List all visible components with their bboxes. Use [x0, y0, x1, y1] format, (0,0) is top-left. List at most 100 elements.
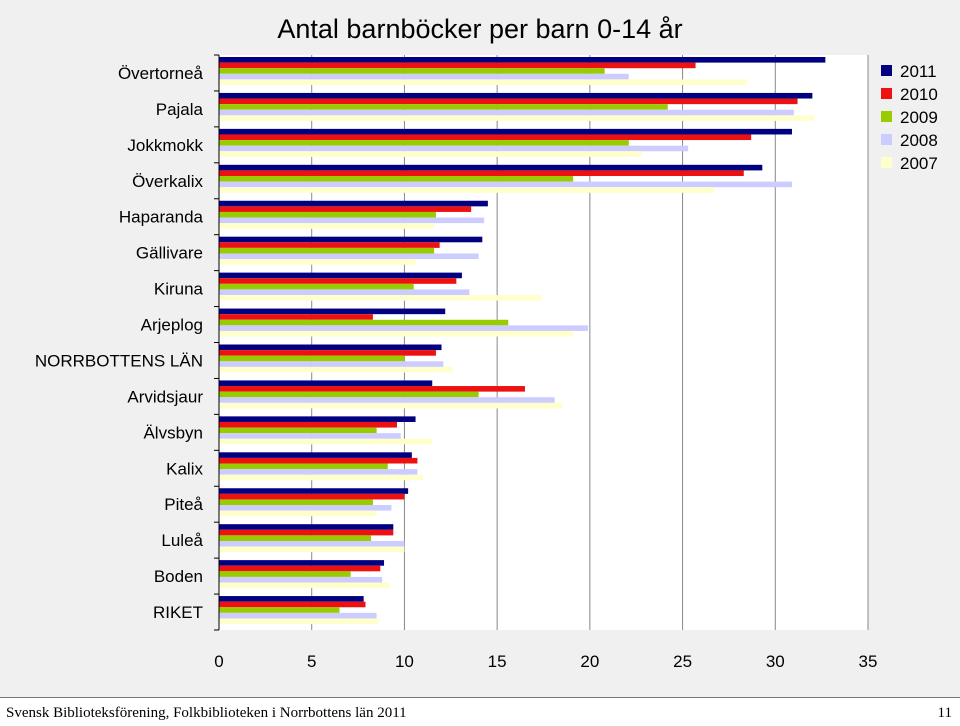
bar-2007: [219, 187, 715, 193]
bar-2007: [219, 366, 453, 373]
bar-2010: [219, 98, 798, 105]
chart-title: Antal barnböcker per barn 0-14 år: [277, 14, 682, 44]
bar-2007: [219, 151, 642, 157]
bar-2010: [219, 170, 744, 177]
bar-2009: [219, 499, 373, 506]
chart-slide: Övertorneå Pajala Jokkmokk Överkalix Haparan…: [0, 0, 960, 697]
category-label: Övertorneå: [118, 64, 204, 83]
bar-2008: [219, 612, 377, 619]
footer-text: Svensk Biblioteksförening, Folkbibliotek…: [6, 705, 407, 721]
bar-2008: [219, 289, 470, 296]
category-label: Piteå: [164, 495, 203, 514]
bar-2007: [219, 582, 390, 589]
bar-2010: [219, 457, 418, 464]
bar-2007: [219, 79, 748, 85]
bar-2007: [219, 510, 377, 517]
legend-swatch: [881, 157, 892, 168]
bar-2011: [219, 236, 483, 243]
x-tick-label: 30: [766, 652, 785, 671]
bar-2011: [219, 380, 433, 387]
x-tick-label: 25: [673, 652, 692, 671]
category-label: Boden: [154, 567, 203, 586]
bar-2011: [219, 344, 442, 351]
bar-2009: [219, 247, 435, 254]
legend-label: 2008: [900, 131, 938, 150]
category-label: Arvidsjaur: [127, 387, 203, 406]
bar-2011: [219, 92, 813, 99]
bar-2011: [219, 560, 385, 566]
bar-2009: [219, 391, 479, 398]
bar-2008: [219, 217, 485, 224]
bar-2011: [219, 128, 792, 135]
bar-2007: [219, 259, 416, 265]
category-label: Haparanda: [119, 208, 204, 227]
bar-2009: [219, 104, 668, 110]
bar-2007: [219, 223, 435, 229]
bar-2008: [219, 145, 689, 152]
category-label: NORRBOTTENS LÄN: [35, 351, 203, 370]
bar-2008: [219, 505, 392, 511]
bar-2009: [219, 140, 629, 146]
bar-2009: [219, 68, 605, 74]
bar-2010: [219, 421, 398, 428]
bar-2011: [219, 57, 826, 63]
bar-2007: [219, 618, 379, 625]
bar-2010: [219, 134, 752, 141]
bar-2007: [219, 115, 815, 121]
bar-2008: [219, 325, 589, 331]
legend-swatch: [881, 65, 892, 76]
legend-label: 2007: [900, 154, 938, 173]
bar-2011: [219, 524, 394, 530]
category-label: Gällivare: [136, 244, 203, 263]
legend-label: 2010: [900, 85, 938, 104]
bar-2010: [219, 314, 373, 320]
category-label: Kalix: [166, 459, 203, 478]
x-tick-label: 10: [395, 652, 414, 671]
bar-2011: [219, 452, 412, 458]
bar-2010: [219, 242, 440, 248]
x-tick-label: 5: [307, 652, 316, 671]
bar-2009: [219, 463, 388, 470]
bar-2010: [219, 206, 472, 212]
category-label: Överkalix: [132, 172, 203, 191]
bar-2007: [219, 402, 563, 409]
bar-2010: [219, 350, 436, 356]
category-label: Älvsbyn: [143, 423, 203, 442]
legend-swatch: [881, 111, 892, 122]
x-tick-label: 0: [214, 652, 223, 671]
page-number: 11: [937, 705, 952, 721]
bar-2008: [219, 253, 479, 260]
bar-2011: [219, 164, 763, 171]
bar-2009: [219, 607, 340, 613]
category-label: Luleå: [161, 531, 203, 550]
category-label: Jokkmokk: [127, 136, 203, 155]
bar-2010: [219, 529, 394, 536]
bar-2009: [219, 355, 405, 362]
bar-2009: [219, 283, 414, 290]
legend-label: 2009: [900, 108, 938, 127]
bar-2011: [219, 200, 488, 207]
bar-2007: [219, 330, 574, 337]
legend-swatch: [881, 134, 892, 145]
bar-2010: [219, 278, 457, 284]
bar-2007: [219, 474, 423, 481]
bar-2008: [219, 469, 418, 475]
bar-2009: [219, 176, 574, 182]
bar-2009: [219, 571, 351, 577]
bar-2008: [219, 576, 383, 583]
category-label: Kiruna: [154, 280, 204, 299]
bar-2010: [219, 493, 405, 500]
footer: Svensk Biblioteksförening, Folkbibliotek…: [0, 697, 960, 726]
bar-2009: [219, 211, 436, 218]
legend-label: 2011: [900, 62, 937, 81]
bar-2009: [219, 427, 377, 434]
bar-2010: [219, 601, 366, 608]
bar-chart: Övertorneå Pajala Jokkmokk Överkalix Haparan…: [35, 14, 938, 671]
bar-2008: [219, 109, 794, 116]
bar-2010: [219, 565, 381, 572]
bar-2008: [219, 73, 629, 80]
x-tick-label: 20: [580, 652, 599, 671]
category-label: Arjeplog: [141, 316, 203, 335]
bar-2008: [219, 540, 405, 547]
bar-2011: [219, 488, 409, 494]
